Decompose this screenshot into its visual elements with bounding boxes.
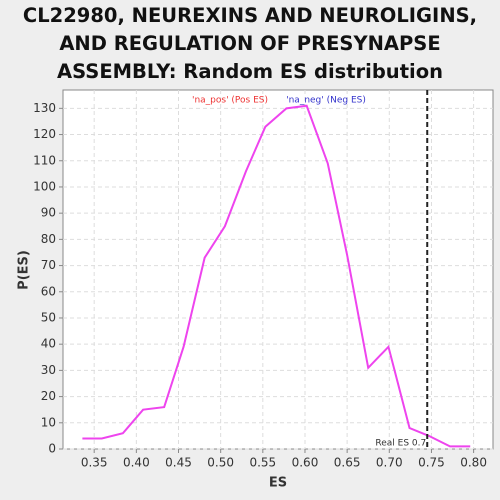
x-tick-label: 0.80 (460, 456, 487, 470)
x-tick-label: 0.40 (123, 456, 150, 470)
legend-entry: 'na_pos' (Pos ES) (192, 96, 268, 106)
legend-entry: 'na_neg' (Neg ES) (286, 96, 366, 106)
y-tick-label: 40 (41, 337, 56, 351)
x-tick-label: 0.55 (249, 456, 276, 470)
y-axis-label: P(ES) (17, 250, 32, 290)
y-tick-label: 10 (41, 415, 56, 429)
x-tick-label: 0.70 (376, 456, 403, 470)
y-tick-label: 80 (41, 232, 56, 246)
y-tick-label: 90 (41, 206, 56, 220)
x-tick-label: 0.75 (418, 456, 445, 470)
series-line (82, 104, 471, 448)
y-tick-label: 120 (33, 127, 56, 141)
y-tick-label: 100 (33, 179, 56, 193)
y-tick-label: 0 (48, 442, 56, 456)
y-tick-label: 70 (41, 258, 56, 272)
x-tick-label: 0.45 (165, 456, 192, 470)
x-axis-label: ES (269, 476, 287, 491)
x-tick-label: 0.50 (207, 456, 234, 470)
y-tick-label: 110 (33, 153, 56, 167)
y-tick-label: 30 (41, 363, 56, 377)
y-tick-label: 130 (33, 101, 56, 115)
plot-area (62, 89, 494, 450)
x-tick-label: 0.35 (81, 456, 108, 470)
x-tick-label: 0.65 (334, 456, 361, 470)
x-tick-label: 0.60 (292, 456, 319, 470)
chart-title: CL22980, NEUREXINS AND NEUROLIGINS, AND … (22, 4, 478, 83)
y-tick-label: 20 (41, 389, 56, 403)
y-tick-label: 60 (41, 284, 56, 298)
threshold-label: Real ES 0.7 (375, 439, 426, 449)
y-tick-label: 50 (41, 310, 56, 324)
